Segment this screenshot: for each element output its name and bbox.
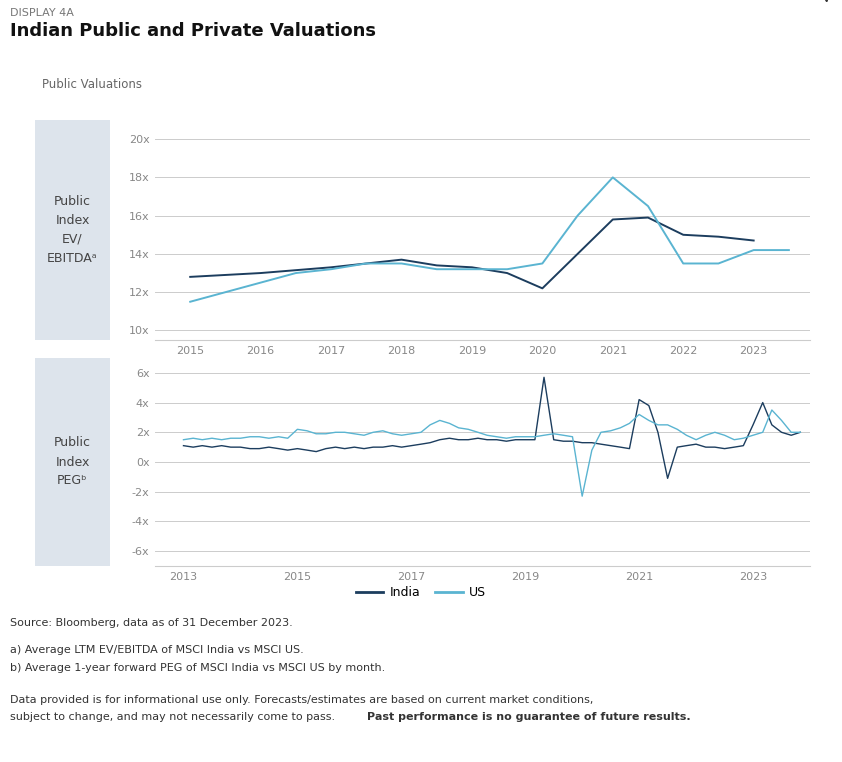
- Text: Indian Public and Private Valuations: Indian Public and Private Valuations: [10, 22, 376, 40]
- Text: Source: Bloomberg, data as of 31 December 2023.: Source: Bloomberg, data as of 31 Decembe…: [10, 618, 293, 628]
- Text: Past performance is no guarantee of future results.: Past performance is no guarantee of futu…: [367, 712, 690, 722]
- Text: Data provided is for informational use only. Forecasts/estimates are based on cu: Data provided is for informational use o…: [10, 695, 594, 705]
- Text: a) Average LTM EV/EBITDA of MSCI India vs MSCI US.: a) Average LTM EV/EBITDA of MSCI India v…: [10, 645, 304, 655]
- Text: Public
Index
EV/
EBITDAᵃ: Public Index EV/ EBITDAᵃ: [47, 195, 98, 265]
- Text: b) Average 1-year forward PEG of MSCI India vs MSCI US by month.: b) Average 1-year forward PEG of MSCI In…: [10, 663, 386, 673]
- Text: Public
Index
PEGᵇ: Public Index PEGᵇ: [54, 437, 91, 488]
- Text: Public Valuations: Public Valuations: [42, 78, 142, 91]
- Legend: India, US: India, US: [351, 581, 491, 604]
- Text: subject to change, and may not necessarily come to pass.: subject to change, and may not necessari…: [10, 712, 338, 722]
- Text: DISPLAY 4A: DISPLAY 4A: [10, 8, 74, 18]
